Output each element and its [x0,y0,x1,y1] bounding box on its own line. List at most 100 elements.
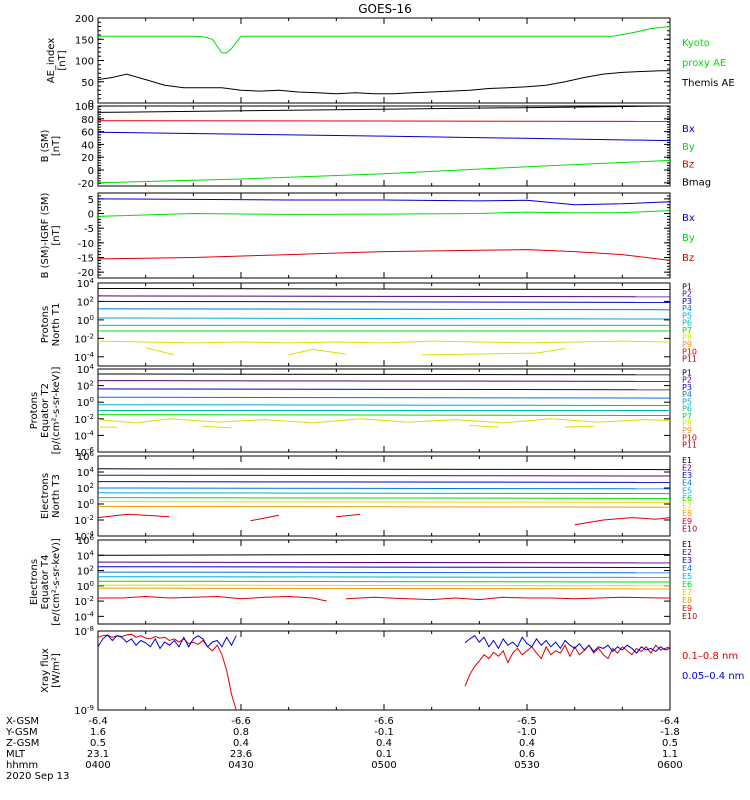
footer-label-x-gsm: X-GSM [6,716,39,727]
series-line-e6 [98,580,670,583]
y-tick-label: 100 [75,102,94,113]
legend-p4: P4 [682,390,692,399]
legend: Bx By Bz Bmag [682,124,711,188]
legend: 0.1–0.8 nm 0.05–0.4 nm [682,651,744,682]
y-axis-label: [W/m²] [51,653,62,688]
series-line-p9 [98,424,594,429]
series-line-e5 [98,576,670,578]
y-axis-label: [nT] [57,50,68,70]
legend-p6: P6 [682,319,692,328]
legend: Kyoto proxy AE Themis AE [681,38,735,89]
legend-0-05-0-4-nm: 0.05–0.4 nm [682,671,744,682]
legend-p3: P3 [682,297,692,306]
legend-bx: Bx [682,213,695,224]
series-line-e2 [98,561,670,564]
series-group [98,554,670,602]
footer-value: -6.4 [660,716,680,727]
y-axis-label: [nT] [51,136,62,156]
y-axis-label: AE_index [46,38,57,84]
series-line-e4 [98,487,670,490]
series-group [98,373,670,429]
legend-p10: P10 [682,433,697,442]
legend-p10: P10 [682,347,697,356]
y-tick-label: 100 [75,57,94,68]
series-group [98,633,670,710]
y-tick-label: -15 [78,253,94,264]
legend-p4: P4 [682,304,692,313]
legend-e9: E9 [682,517,692,526]
footer-value: 23.6 [230,749,252,760]
footer-value: 0400 [85,760,110,771]
panel-7: 10-4 10-2 100 102 104 106 Electrons Equator T4[… [29,534,697,626]
legend-e8: E8 [682,509,692,518]
y-tick-label: -5 [84,224,94,235]
legend-e5: E5 [682,486,692,495]
legend-e5: E5 [682,572,692,581]
series-line-p5 [98,404,670,406]
series-line-bx [98,198,670,206]
series-group [98,468,670,526]
y-axis-label: North T1 [51,303,62,347]
legend-p9: P9 [682,340,692,349]
y-tick-label: -20 [78,179,94,190]
legend-p3: P3 [682,383,692,392]
series-line-bmag [98,106,670,113]
footer-date: 2020 Sep 13 [6,771,69,782]
y-tick-label: 0 [88,210,94,221]
y-tick-label: 10-4 [74,351,94,364]
y-tick-label: 10-4 [74,610,94,623]
y-tick-label: 102 [77,482,94,495]
series-group [98,288,670,356]
y-axis-label: Electrons [40,473,51,519]
series-line-p2 [98,380,670,382]
y-tick-label: -10 [78,239,94,250]
y-tick-label: 20 [81,153,94,164]
y-tick-label: 104 [77,549,95,562]
series-line-e7 [98,501,670,503]
legend-e4: E4 [682,564,692,573]
y-axis-label: Protons [40,306,51,343]
footer-label-z-gsm: Z-GSM [6,738,39,749]
legend: Bx By Bz [682,213,695,264]
legend-p9: P9 [682,426,692,435]
y-axis-label: Xray flux [40,648,51,693]
legend-p1: P1 [682,282,692,291]
panel-4: 10-4 10-2 100 102 104 Protons North T1 P1P2P3P4… [40,277,697,367]
y-tick-label: 60 [81,128,94,139]
y-tick-label: 106 [77,534,95,547]
series-group [98,106,670,184]
series-line-p8 [98,418,670,424]
legend-e10: E10 [682,612,697,621]
y-axis-label: Equator T2 [40,383,51,438]
series-line-e1 [98,554,670,556]
legend-kyoto-proxy-ae: proxy AE [682,58,726,69]
series-line-e5 [98,492,670,495]
y-tick-label: 102 [77,565,94,578]
y-tick-label: 50 [81,78,94,89]
series-line-kyoto-proxy-ae [98,26,670,54]
footer-value: 23.1 [87,749,109,760]
legend-0-1-0-8-nm: 0.1–0.8 nm [682,651,738,662]
y-tick-label: 80 [81,115,94,126]
panel-frame [97,455,671,537]
y-tick-label: 104 [77,466,95,479]
footer-value: -0.1 [374,727,394,738]
legend-p5: P5 [682,311,692,320]
y-axis-label: B (SM) [40,129,51,162]
panel-frame [97,282,671,367]
series-line-p1 [98,373,670,376]
series-line-p7 [98,414,670,416]
y-tick-label: 0 [88,166,94,177]
series-line-bz [98,249,670,261]
series-line-p8 [98,340,670,344]
legend-by: By [682,142,695,153]
y-axis-label: Equator T4 [40,555,51,610]
footer-value: -6.6 [374,716,394,727]
series-line-by [98,210,670,217]
series-line-e8 [98,587,670,590]
